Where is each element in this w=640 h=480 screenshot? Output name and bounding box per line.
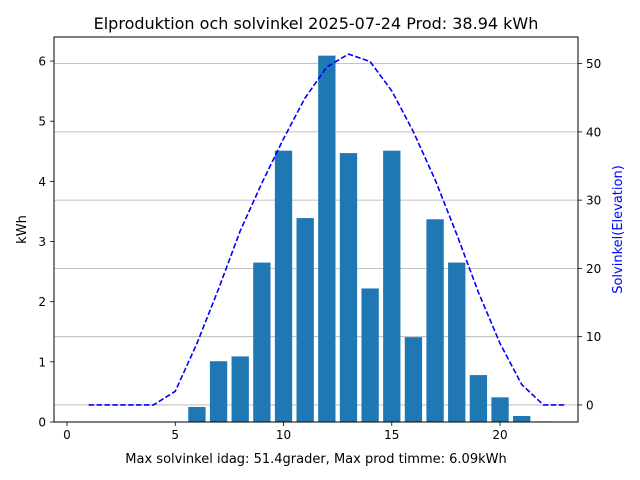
y-tick-label: 3 <box>38 235 46 249</box>
x-tick-label: 5 <box>171 428 179 442</box>
right-tick-label: 20 <box>586 262 601 276</box>
bar <box>231 356 249 422</box>
right-tick-label: 40 <box>586 125 601 139</box>
bar <box>361 288 379 422</box>
x-axis-label: Max solvinkel idag: 51.4grader, Max prod… <box>125 452 506 467</box>
bar <box>253 262 271 422</box>
bar <box>383 150 401 422</box>
y-tick-label: 1 <box>38 355 46 369</box>
y-tick-label: 6 <box>38 55 46 69</box>
x-tick-label: 10 <box>276 428 291 442</box>
y-tick-label: 2 <box>38 295 46 309</box>
bar <box>404 337 423 422</box>
y-axis-label-right: Solvinkel(Elevation) <box>611 165 626 294</box>
plot-frame <box>53 36 579 423</box>
right-tick-label: 50 <box>586 57 601 71</box>
y-tick-label: 0 <box>38 416 46 430</box>
bar <box>318 55 336 422</box>
right-axis-ticks: 0 10 20 30 40 50 <box>578 57 601 412</box>
bar <box>469 375 488 422</box>
x-tick-label: 0 <box>63 428 71 442</box>
x-tick-label: 15 <box>384 428 399 442</box>
bar-series <box>188 55 553 422</box>
bar <box>513 415 531 422</box>
y-axis-label: kWh <box>15 215 30 244</box>
bar <box>296 218 314 422</box>
bar <box>188 406 206 422</box>
x-axis-ticks: 0 5 10 15 20 <box>63 422 508 442</box>
bar <box>491 397 509 422</box>
bar <box>426 219 444 422</box>
chart-title: Elproduktion och solvinkel 2025-07-24 Pr… <box>94 14 539 33</box>
left-axis-ticks: 0 1 2 3 4 5 6 <box>38 55 54 430</box>
y-tick-label: 4 <box>38 175 46 189</box>
bar <box>339 153 358 422</box>
bar <box>209 361 228 422</box>
x-tick-label: 20 <box>492 428 507 442</box>
elevation-line <box>88 53 566 406</box>
right-tick-label: 10 <box>586 330 601 344</box>
bar <box>448 262 466 422</box>
y-tick-label: 5 <box>38 115 46 129</box>
right-tick-label: 0 <box>586 398 594 412</box>
elevation-line-path <box>88 53 566 406</box>
bar <box>274 150 293 422</box>
right-tick-label: 30 <box>586 194 601 208</box>
